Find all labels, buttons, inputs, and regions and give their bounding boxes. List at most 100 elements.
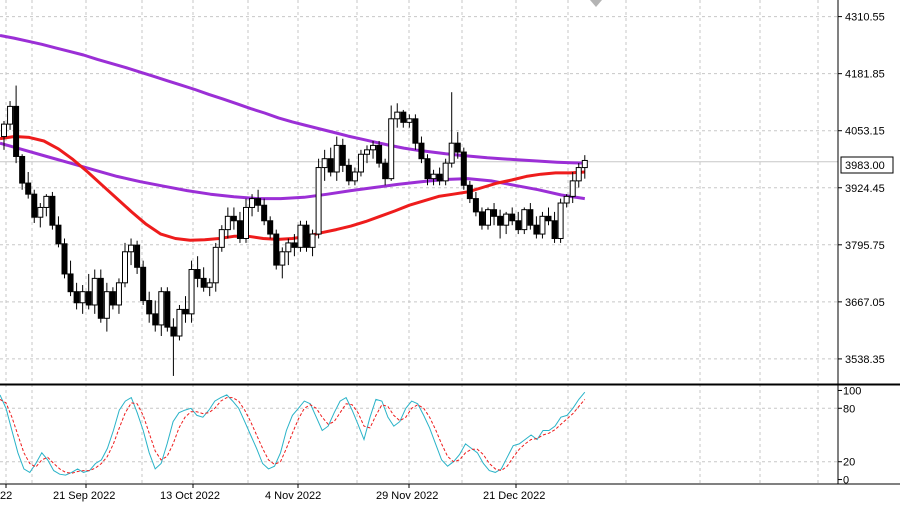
stochastic-signal-line [0,397,586,474]
candle-body [49,195,56,226]
candle-body [533,224,540,235]
candle-body [188,269,195,315]
candle-body [515,220,522,231]
candle-body [19,155,26,184]
candle-body [581,159,588,169]
candle-body [7,105,14,125]
candle-body [158,291,165,326]
time-tick-label: 13 Oct 2022 [160,490,220,502]
candle-body [557,202,564,239]
candle-body [345,164,352,182]
candle-body [357,153,364,173]
candle-body [485,209,491,226]
candle-body [394,111,401,120]
candle-body [400,111,407,123]
candle-body [85,291,92,306]
candle-body [152,313,159,326]
price-tick-label: 3538.35 [845,354,885,366]
candle-body [79,291,86,304]
candle-body [279,251,286,266]
scroll-marker-icon[interactable] [590,0,602,7]
moving-average-lines [0,34,586,242]
ma-fast-line [0,135,585,242]
candle-body [460,151,467,186]
current-price-box: 3983.00 [840,156,894,174]
candle-body [521,209,528,231]
candle-body [436,173,443,182]
candle-body [122,251,128,284]
candle-body [527,209,534,226]
time-tick-label: 4 Nov 2022 [265,490,321,502]
candle-body [13,105,20,157]
candle-body [466,184,473,200]
candle-body [376,144,383,164]
candle-body [333,144,340,173]
oscillator-tick-label: 80 [843,403,855,415]
candle-body [406,118,413,123]
candle-body [43,195,50,208]
candle-body [364,149,370,155]
candle-body [61,243,68,275]
time-tick-label: 21 Dec 2022 [483,490,545,502]
oscillator-tick-label: 0 [843,475,849,487]
price-tick-label: 4181.85 [845,69,885,81]
candle-body [370,144,377,151]
candle-body [321,158,328,169]
candle-body [388,118,395,180]
time-tick-label: 21 Sep 2022 [53,490,115,502]
candle-body [224,215,231,231]
candle-body [91,277,98,306]
candle-body [297,224,304,248]
candle-body [170,326,177,337]
candle-body [424,158,431,180]
candle-body [418,142,425,160]
ma-mid-line [0,141,586,201]
candle-body [115,282,122,306]
oscillator-tick-label: 100 [843,385,861,397]
stochastic-main-line [0,391,586,476]
candle-body [243,206,249,239]
candle-body [497,215,504,226]
candle-body [382,162,389,180]
time-tick-label: 29 Nov 2022 [376,490,438,502]
candle-body [285,242,292,253]
candle-body [140,266,147,302]
price-tick-label: 4053.15 [845,126,885,138]
candle-body [134,244,141,268]
candle-body [176,308,183,337]
candle-body [1,123,7,138]
candle-body [97,277,104,319]
candle-body [236,220,243,239]
candle-body [309,233,316,248]
candle-body [539,215,546,235]
candle-body [255,198,262,206]
candle-body [25,182,32,195]
stochastic-oscillator [0,391,586,476]
candle-body [146,300,153,315]
candle-body [551,220,558,239]
candle-body [103,291,110,319]
candle-body [503,213,510,226]
candle-body [351,171,358,182]
candle-body [563,195,570,204]
price-tick-label: 3924.45 [845,183,885,195]
candle-body [478,211,485,226]
price-tick-label: 3667.05 [845,297,885,309]
candle-body [261,204,268,222]
candle-body [303,224,310,248]
candle-body [55,224,62,245]
ma-slow-line [0,34,585,165]
chart-grid [0,0,838,484]
candle-body [509,213,516,222]
candle-body [291,242,298,248]
candle-body [31,193,38,218]
candle-body [448,142,455,164]
candle-body [267,220,274,235]
candle-body [412,118,419,144]
candle-body [206,282,213,288]
candle-body [164,291,171,328]
candlestick-series [1,85,588,376]
time-tick-label: 22 [0,490,12,502]
candle-body [37,206,44,218]
